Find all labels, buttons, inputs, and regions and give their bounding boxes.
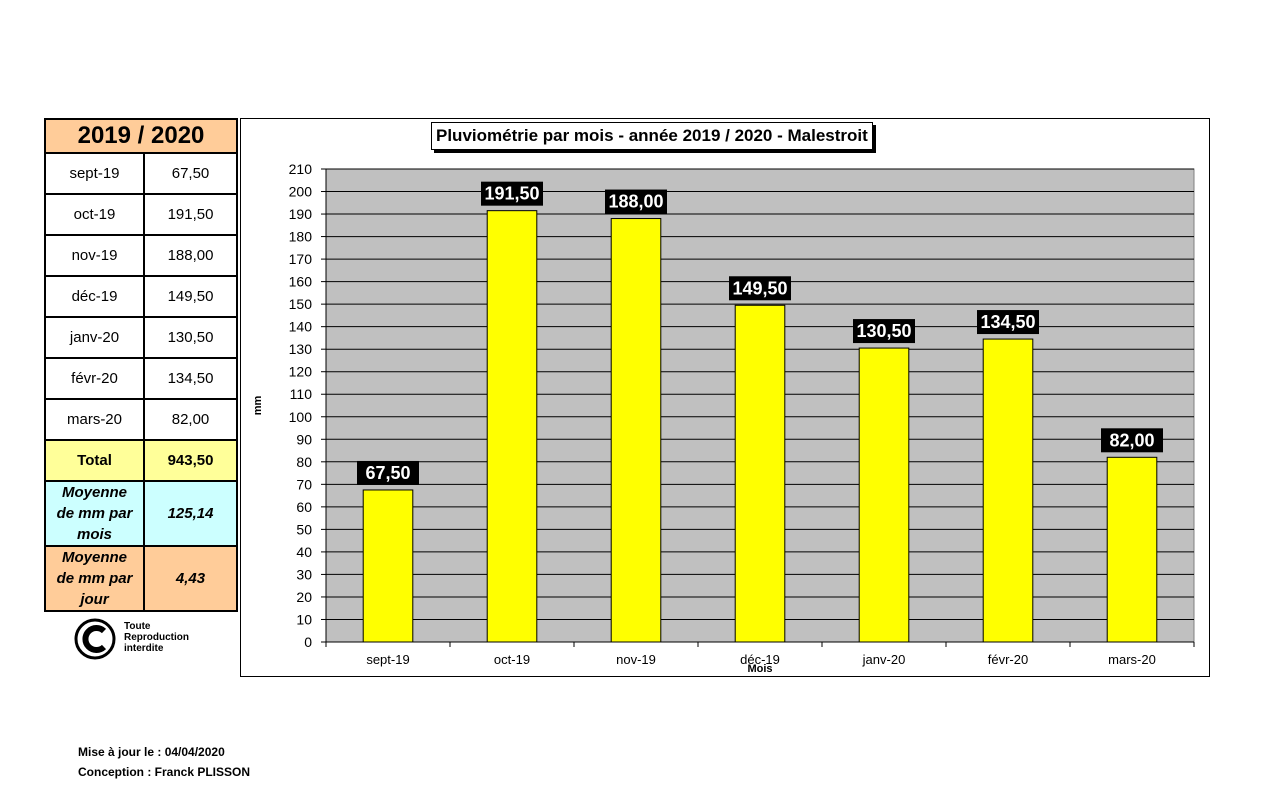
x-tick-label: déc-19 [740,652,780,667]
month-value: 149,50 [142,275,239,318]
footer: Mise à jour le : 04/04/2020 Conception :… [78,742,250,782]
y-tick-label: 30 [296,566,312,582]
table-row: nov-19 188,00 [44,234,239,277]
data-label: 191,50 [484,184,539,204]
y-tick-label: 50 [296,521,312,537]
x-tick-label: mars-20 [1108,652,1156,667]
average-per-day-row: Moyenne de mm par jour 4,43 [44,545,239,612]
y-tick-label: 180 [289,229,313,245]
y-tick-label: 70 [296,476,312,492]
data-label: 134,50 [980,312,1035,332]
table-row: janv-20 130,50 [44,316,239,359]
average-per-month-row: Moyenne de mm par mois 125,14 [44,480,239,547]
month-label: déc-19 [44,275,145,318]
total-row: Total 943,50 [44,439,239,482]
copyright-icon [74,618,116,660]
bar-chart: 0 10 20 30 40 50 60 70 80 90 100 110 120 130 140 150 160… [252,161,1195,675]
data-label-box [605,189,667,214]
y-tick-label: 80 [296,454,312,470]
y-axis-title: mm [252,396,264,416]
month-label: sept-19 [44,152,145,195]
y-tick-label: 200 [289,184,313,200]
data-label-box [853,319,915,344]
y-tick-label: 140 [289,319,313,335]
copyright-notice: Toute Reproduction interdite [74,618,234,664]
data-label-box [977,310,1039,335]
y-tick-label: 130 [289,341,313,357]
y-tick-label: 100 [289,409,313,425]
table-row: févr-20 134,50 [44,357,239,400]
y-tick-label: 40 [296,544,312,560]
month-value: 188,00 [142,234,239,277]
month-label: nov-19 [44,234,145,277]
data-label: 82,00 [1109,430,1154,450]
data-label-box [729,276,791,301]
month-label: mars-20 [44,398,145,441]
y-tick-label: 0 [304,634,312,650]
bar [486,210,538,643]
table-year-header: 2019 / 2020 [43,118,239,154]
total-value: 943,50 [142,439,239,482]
x-tick-label: nov-19 [616,652,656,667]
bar [1106,456,1158,643]
data-label-box [1101,428,1163,453]
average-per-day-label: Moyenne de mm par jour [44,545,145,612]
data-label-box [481,181,543,206]
month-label: oct-19 [44,193,145,236]
month-value: 82,00 [142,398,239,441]
chart-area: 0 10 20 30 40 50 60 70 80 90 100 110 120 130 140 150 160… [240,118,1210,677]
month-label: janv-20 [44,316,145,359]
bar [610,218,662,643]
x-tick-label: sept-19 [366,652,409,667]
y-tick-label: 110 [290,386,313,402]
y-tick-label: 150 [289,296,313,312]
month-label: févr-20 [44,357,145,400]
data-label: 130,50 [856,321,911,341]
bar [362,489,414,643]
y-tick-label: 60 [296,499,312,515]
bar [982,338,1034,643]
table-row: sept-19 67,50 [44,152,239,195]
y-tick-label: 190 [289,206,313,222]
total-label: Total [44,439,145,482]
bar [734,304,786,643]
y-tick-label: 10 [296,611,312,627]
month-value: 67,50 [142,152,239,195]
copyright-text: Toute Reproduction interdite [124,621,189,654]
table-row: mars-20 82,00 [44,398,239,441]
data-label: 67,50 [365,463,410,483]
rainfall-table: 2019 / 2020 sept-19 67,50 oct-19 191,50 nov-… [43,118,239,612]
x-axis-title: Mois [747,663,772,675]
y-tick-label: 120 [289,364,313,380]
x-tick-label: févr-20 [988,652,1028,667]
table-row: oct-19 191,50 [44,193,239,236]
average-per-day-value: 4,43 [142,545,239,612]
table-row: déc-19 149,50 [44,275,239,318]
month-value: 130,50 [142,316,239,359]
average-per-month-label: Moyenne de mm par mois [44,480,145,547]
month-value: 191,50 [142,193,239,236]
x-tick-label: oct-19 [494,652,530,667]
y-tick-label: 210 [289,161,313,177]
y-tick-label: 20 [296,589,312,605]
month-value: 134,50 [142,357,239,400]
author-credit: Conception : Franck PLISSON [78,765,251,779]
y-tick-label: 90 [296,431,312,447]
bar [858,347,910,643]
data-label-box [357,460,419,485]
data-label: 188,00 [608,192,663,212]
x-tick-label: janv-20 [862,652,906,667]
update-date: Mise à jour le : 04/04/2020 [78,745,225,759]
y-tick-label: 170 [289,251,313,267]
chart-title: Pluviométrie par mois - année 2019 / 202… [431,122,873,150]
average-per-month-value: 125,14 [142,480,239,547]
y-tick-label: 160 [289,274,313,290]
data-label: 149,50 [732,278,787,298]
